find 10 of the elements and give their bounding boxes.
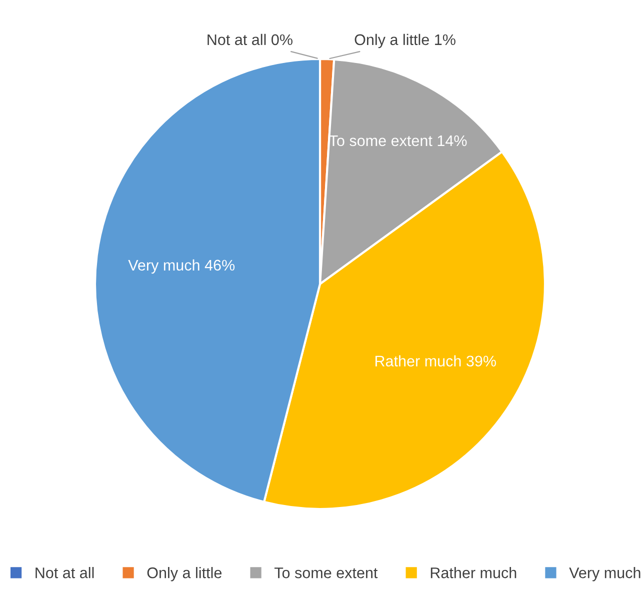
data-label: Rather much 39% [375,355,496,367]
legend-label: Not at all [36,567,94,578]
legend-label: Only a little [147,567,222,582]
legend-label: Rather much [430,567,516,578]
legend-label: Very much [569,567,640,582]
data-label: To some extent 14% [329,135,467,146]
data-label: Very much 46% [128,259,235,274]
data-label: Only a little 1% [354,34,456,48]
legend-label: To some extent [274,568,378,578]
text: Not at all 0% [208,34,292,46]
